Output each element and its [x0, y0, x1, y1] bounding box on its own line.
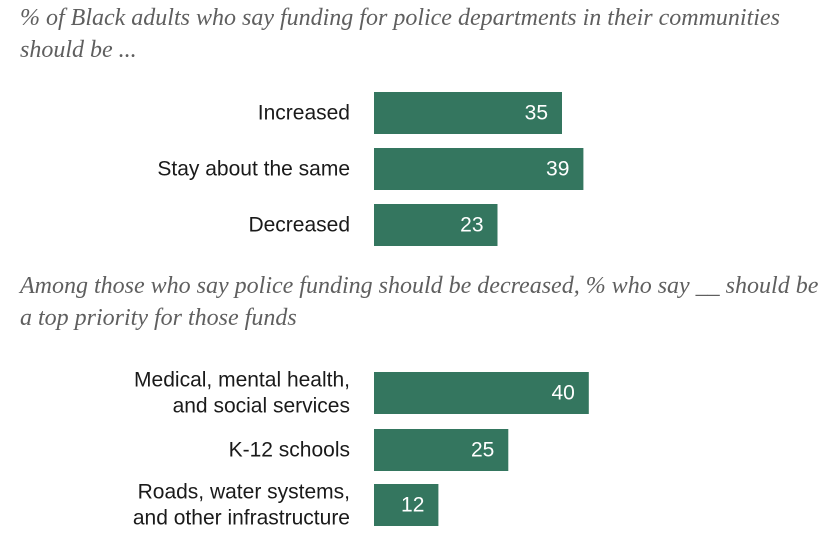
chart-1-value-label-1: 35 — [525, 102, 548, 125]
chart-1-bar-3 — [374, 204, 498, 246]
chart-2-bar-1 — [374, 372, 589, 414]
chart-2-category-label-3-line-2: and other infrastructure — [133, 507, 350, 530]
chart-2-bar-2 — [374, 429, 509, 471]
chart-2-bar-3 — [374, 484, 439, 526]
chart-1-category-label-1: Increased — [258, 102, 350, 125]
chart-1-bar-1 — [374, 92, 562, 134]
chart-1-category-label-3: Decreased — [248, 214, 350, 237]
chart-2-subtitle: Among those who say police funding shoul… — [20, 273, 819, 331]
chart-1-subtitle: % of Black adults who say funding for po… — [20, 5, 780, 63]
chart-1-bar-2 — [374, 148, 584, 190]
chart-2-value-label-3: 12 — [401, 494, 424, 517]
chart-2-category-label-2: K-12 schools — [229, 439, 350, 462]
chart-2-category-label-1-line-2: and social services — [173, 395, 350, 418]
chart-1-value-label-3: 23 — [460, 214, 483, 237]
chart-1-category-label-2: Stay about the same — [157, 158, 350, 181]
chart-1-value-label-2: 39 — [546, 158, 569, 181]
chart-2-value-label-1: 40 — [551, 382, 574, 405]
chart-2-category-label-1-line-1: Medical, mental health, — [134, 369, 350, 392]
chart-2-category-label-3-line-1: Roads, water systems, — [138, 481, 350, 504]
chart-2-value-label-2: 25 — [471, 439, 494, 462]
